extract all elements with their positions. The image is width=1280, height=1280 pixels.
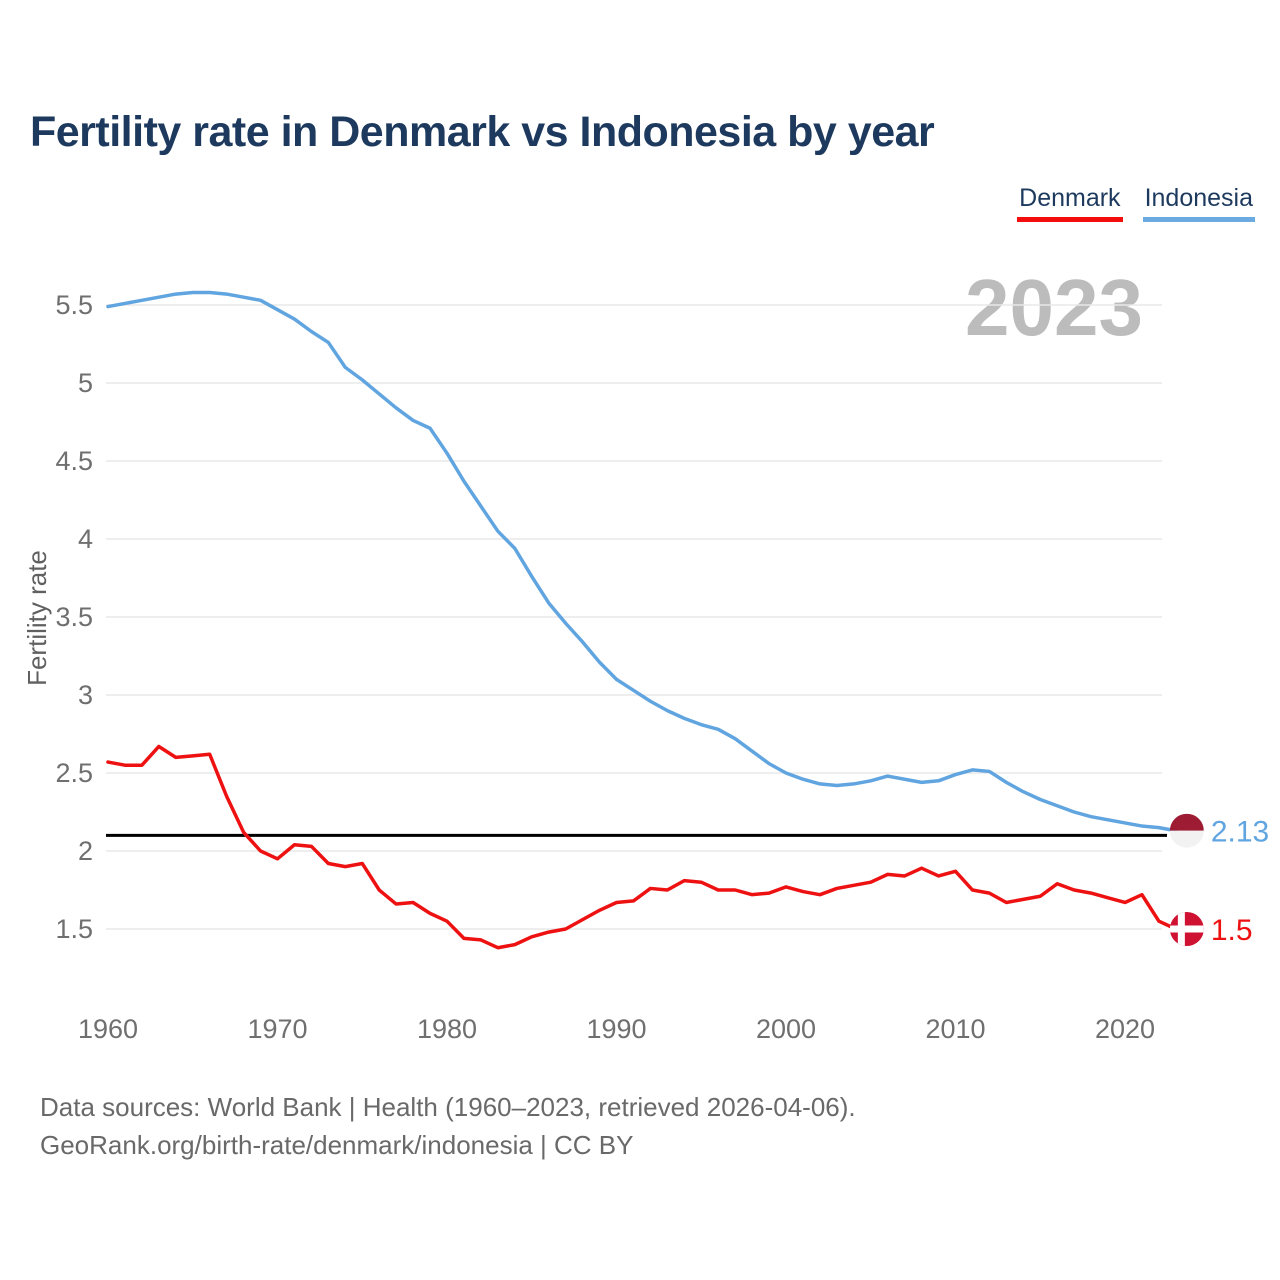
year-watermark: 2023	[965, 263, 1143, 352]
x-tick-label: 1990	[586, 1014, 646, 1044]
indonesia-flag-icon	[1169, 813, 1204, 848]
legend-label-denmark: Denmark	[1019, 184, 1121, 212]
legend: Denmark Indonesia	[1017, 184, 1255, 222]
denmark-line	[106, 744, 1178, 950]
indonesia-line	[106, 290, 1178, 833]
footer-attribution: GeoRank.org/birth-rate/denmark/indonesia…	[40, 1130, 634, 1160]
y-tick-label: 1.5	[55, 914, 93, 944]
legend-item-indonesia[interactable]: Indonesia	[1142, 184, 1255, 222]
denmark-end-value-label: 1.5	[1211, 914, 1253, 947]
legend-item-denmark[interactable]: Denmark	[1017, 184, 1123, 222]
x-tick-label: 1960	[78, 1014, 138, 1044]
legend-swatch-indonesia	[1142, 217, 1255, 222]
y-axis-title: Fertility rate	[22, 550, 52, 686]
x-tick-label: 2020	[1095, 1014, 1155, 1044]
footer-sources: Data sources: World Bank | Health (1960–…	[40, 1092, 856, 1122]
denmark-flag-icon	[1169, 912, 1204, 946]
page-title: Fertility rate in Denmark vs Indonesia b…	[30, 108, 935, 156]
footer: Data sources: World Bank | Health (1960–…	[40, 1088, 856, 1164]
y-tick-label: 4	[78, 524, 93, 554]
y-tick-label: 4.5	[55, 446, 93, 476]
y-tick-label: 5	[78, 368, 93, 398]
x-tick-label: 1970	[247, 1014, 307, 1044]
y-tick-label: 2.5	[55, 758, 93, 788]
x-tick-label: 1980	[417, 1014, 477, 1044]
y-tick-label: 5.5	[55, 290, 93, 320]
legend-label-indonesia: Indonesia	[1144, 184, 1253, 212]
y-tick-label: 3	[78, 680, 93, 710]
y-tick-label: 2	[78, 836, 93, 866]
x-tick-label: 2010	[925, 1014, 985, 1044]
legend-swatch-denmark	[1017, 217, 1123, 222]
indonesia-end-value-label: 2.13	[1211, 816, 1269, 849]
x-tick-label: 2000	[756, 1014, 816, 1044]
y-tick-label: 3.5	[55, 602, 93, 632]
